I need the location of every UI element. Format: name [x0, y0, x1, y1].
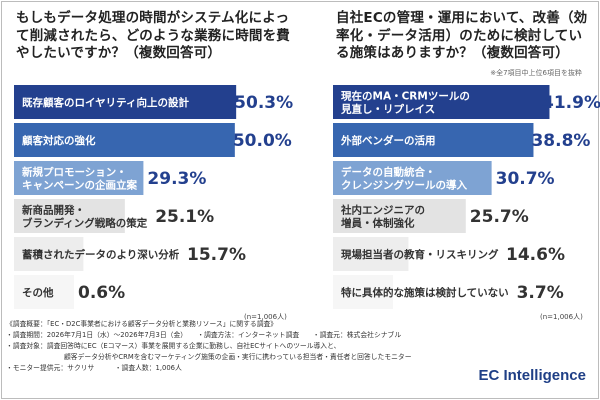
bar — [333, 199, 466, 233]
bar-label: 蓄積されたデータのより深い分析 — [22, 248, 180, 261]
bar-group: 特に具体的な施策は検討していない 3.7% — [333, 275, 564, 309]
bar — [14, 275, 74, 309]
bar — [333, 237, 409, 271]
value-label: 50.3% — [234, 93, 293, 113]
bar-label: 特に具体的な施策は検討していない — [341, 286, 509, 299]
bar-group: 顧客対応の強化 50.0% — [14, 123, 292, 157]
brand-logo-text: EC Intelligence — [478, 367, 586, 384]
bar — [333, 123, 534, 157]
bar-label: キャンペーンの企画立案 — [22, 179, 137, 192]
left-sample-size: (n=1,006人) — [244, 313, 287, 321]
left-bar-chart: 既存顧客のロイヤリティ向上の設計 50.3% 顧客対応の強化 50.0% 新規プロモーシ… — [14, 85, 293, 309]
value-label: 25.1% — [155, 207, 214, 227]
value-label: 15.7% — [187, 245, 246, 265]
footer-line: ・調査対象：調査回答時にEC（Eコマース）事業を展開する企業に勤務し、自社ECサ… — [6, 342, 341, 350]
bar-label: データの自動統合・ — [341, 166, 436, 179]
bar-label: 新商品開発・ — [22, 204, 85, 217]
bar-group: その他 0.6% — [14, 275, 125, 309]
bar-label: ブランディング戦略の策定 — [22, 217, 148, 230]
bar-group: 新商品開発・ブランディング戦略の策定 25.1% — [14, 199, 214, 233]
value-label: 50.0% — [233, 131, 292, 151]
value-label: 25.7% — [470, 207, 529, 227]
bar — [333, 275, 393, 309]
bar-label: 増員・体制強化 — [341, 217, 415, 230]
right-chart-title: 自社ECの管理・運用において、改善（効率化・データ活用）のために検討している施策… — [336, 10, 588, 61]
bar-label: 外部ベンダーの活用 — [340, 134, 436, 147]
right-sample-size: (n=1,006人) — [540, 313, 583, 321]
footer-line: 顧客データ分析やCRMを含むマーケティング施策の企画・実行に携わっている担当者・… — [64, 353, 412, 361]
bar — [14, 85, 237, 119]
bar-label: クレンジングツールの導入 — [341, 179, 467, 192]
right-chart-note: ※全7項目中上位6項目を抜粋 — [490, 69, 582, 77]
footer-line: ・調査期間：2026年7月1日（水）〜2026年7月3日（金） ・調査方法：イン… — [6, 331, 402, 339]
left-chart-title: もしもデータ処理の時間がシステム化によって削減されたら、どのような業務に時間を費… — [16, 10, 290, 61]
footer-line: 《調査概要：「EC・D2C事業者における顧客データ分析と業務リソース」に関する調… — [6, 320, 278, 328]
bar-label: その他 — [22, 286, 54, 299]
value-label: 14.6% — [506, 245, 565, 265]
bar — [333, 161, 492, 195]
value-label: 38.8% — [531, 131, 590, 151]
bar — [14, 123, 235, 157]
bar-group: 蓄積されたデータのより深い分析 15.7% — [14, 237, 246, 271]
bar-label: 見直し・リプレイス — [340, 103, 435, 116]
footer-line: ・モニター提供元：サクリサ ・調査人数：1,006人 — [6, 364, 182, 372]
bar-group: 既存顧客のロイヤリティ向上の設計 50.3% — [14, 85, 293, 119]
bar-label: 現在のMA・CRMツールの — [341, 90, 470, 103]
bar-label: 新規プロモーション・ — [22, 166, 127, 179]
bar-group: 新規プロモーション・キャンペーンの企画立案 29.3% — [14, 161, 206, 195]
bar-label: 顧客対応の強化 — [22, 134, 96, 147]
bar-group: データの自動統合・クレンジングツールの導入 30.7% — [333, 161, 555, 195]
bar-label: 社内エンジニアの — [340, 204, 425, 217]
bar — [14, 199, 125, 233]
bar — [14, 161, 144, 195]
bar — [333, 85, 550, 119]
bar-label: 現場担当者の教育・リスキリング — [341, 248, 499, 261]
value-label: 3.7% — [517, 283, 564, 303]
value-label: 30.7% — [496, 169, 555, 189]
bar-group: 外部ベンダーの活用 38.8% — [333, 123, 590, 157]
survey-footer: 《調査概要：「EC・D2C事業者における顧客データ分析と業務リソース」に関する調… — [6, 319, 426, 374]
value-label: 0.6% — [78, 283, 125, 303]
bar-label: 既存顧客のロイヤリティ向上の設計 — [22, 96, 190, 109]
value-label: 29.3% — [147, 169, 206, 189]
bar — [14, 237, 84, 271]
value-label: 41.9% — [542, 93, 600, 113]
bar-group: 現場担当者の教育・リスキリング 14.6% — [333, 237, 565, 271]
